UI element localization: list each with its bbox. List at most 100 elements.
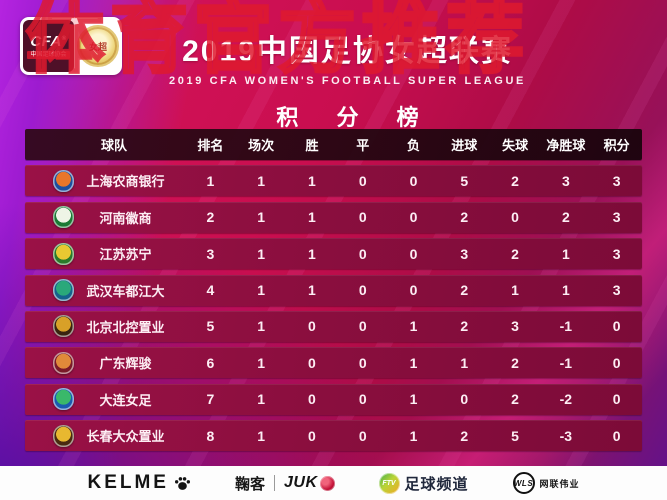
column-header-9: 积分 (603, 138, 630, 153)
league-emblem-icon: 女超 (77, 25, 119, 67)
page-title: 2019中国足协女超联赛 (182, 35, 513, 68)
ftv-logo-text: 足球频道 (404, 475, 469, 493)
stat-cell-净胜球: 2 (561, 209, 570, 226)
stat-cell-平: 0 (358, 354, 367, 371)
stat-cell-积分: 0 (612, 318, 621, 335)
header-titles: 2019中国足协女超联赛 2019 CFA WOMEN'S FOOTBALL S… (28, 26, 667, 132)
table-body: 上海农商银行 1 1 1 0 0 5 2 3 3 河南徽商 2 1 1 0 0 2 0 2 3 江苏苏宁 3 1 1 0 0 3 2 1… (25, 165, 642, 452)
sponsor-bar: KELME 鞠客 JUK FTV 足球频道 WLS 网联伟业 (0, 466, 667, 500)
team-crest-icon (53, 206, 74, 229)
divider (273, 475, 275, 491)
team-crest-icon (53, 388, 74, 411)
stat-cell-胜: 0 (308, 427, 316, 444)
ftv-abbr: FTV (382, 479, 396, 487)
stat-cell-场次: 1 (257, 172, 266, 189)
column-header-1: 排名 (197, 138, 224, 153)
team-name: 长春大众置业 (86, 429, 165, 445)
stat-cell-失球: 2 (511, 354, 519, 371)
stat-cell-平: 0 (358, 427, 367, 444)
team-crest-icon (53, 351, 74, 374)
stat-cell-排名: 7 (206, 391, 215, 408)
stat-cell-失球: 2 (511, 172, 519, 189)
team-cell: 长春大众置业 (25, 424, 185, 447)
team-name: 河南徽商 (99, 210, 152, 226)
table-row: 武汉车都江大 4 1 1 0 0 2 1 1 3 (25, 274, 642, 306)
team-name: 大连女足 (99, 392, 152, 408)
stat-cell-进球: 5 (460, 172, 469, 189)
stat-cell-积分: 3 (612, 209, 621, 226)
stat-cell-平: 0 (358, 318, 367, 335)
team-name: 武汉车都江大 (86, 283, 165, 299)
stat-cell-积分: 3 (612, 282, 621, 299)
stat-cell-胜: 0 (308, 391, 316, 408)
ftv-logo-icon: FTV (378, 472, 400, 494)
stat-cell-场次: 1 (257, 427, 266, 444)
football-icon (319, 475, 335, 491)
stat-cell-胜: 1 (308, 245, 316, 262)
team-name: 广东辉骏 (99, 356, 152, 372)
sponsor-wls: WLS 网联伟业 (512, 472, 580, 494)
stat-cell-负: 1 (409, 391, 418, 408)
wls-logo-text: 网联伟业 (539, 478, 580, 489)
stat-cell-净胜球: -1 (559, 318, 573, 335)
stat-cell-失球: 1 (511, 282, 519, 299)
registered-mark: ® (61, 35, 67, 42)
cfa-logo-left: CFA® 中国足球协会 (23, 20, 74, 72)
paw-icon (174, 476, 190, 490)
stat-cell-负: 1 (409, 354, 418, 371)
stat-cell-进球: 0 (460, 391, 469, 408)
stat-cell-场次: 1 (257, 245, 266, 262)
juke-logo-en: JUK (283, 474, 318, 491)
column-header-2: 场次 (248, 138, 275, 153)
table-row: 北京北控置业 5 1 0 0 1 2 3 -1 0 (25, 310, 642, 342)
page-subtitle: 2019 CFA WOMEN'S FOOTBALL SUPER LEAGUE (169, 75, 526, 87)
stat-cell-进球: 3 (460, 245, 469, 262)
column-header-5: 负 (407, 138, 421, 153)
table-row: 广东辉骏 6 1 0 0 1 1 2 -1 0 (25, 347, 642, 379)
team-crest-icon (53, 315, 74, 338)
wls-abbr: WLS (513, 478, 534, 488)
team-crest-icon (53, 242, 74, 265)
table-row: 长春大众置业 8 1 0 0 1 2 5 -3 0 (25, 420, 642, 452)
sponsor-juke: 鞠客 JUK (235, 473, 335, 494)
stat-cell-积分: 0 (612, 391, 621, 408)
stat-cell-净胜球: 3 (561, 172, 570, 189)
stat-cell-胜: 0 (308, 318, 316, 335)
table-row: 河南徽商 2 1 1 0 0 2 0 2 3 (25, 201, 642, 233)
column-header-0: 球队 (100, 138, 127, 153)
team-cell: 武汉车都江大 (25, 279, 185, 302)
stat-cell-失球: 2 (511, 245, 519, 262)
stat-cell-积分: 3 (612, 245, 621, 262)
table-row: 上海农商银行 1 1 1 0 0 5 2 3 3 (25, 165, 642, 197)
stat-cell-负: 0 (409, 245, 418, 262)
stat-cell-负: 0 (409, 209, 418, 226)
stat-cell-胜: 1 (308, 172, 316, 189)
stat-cell-排名: 8 (206, 427, 215, 444)
stat-cell-排名: 1 (206, 172, 215, 189)
cfa-logo: CFA® 中国足球协会 女超 (20, 17, 122, 75)
column-header-6: 进球 (451, 138, 478, 153)
wls-logo-icon: WLS (512, 472, 535, 494)
stat-cell-负: 0 (409, 282, 418, 299)
stat-cell-负: 1 (409, 427, 418, 444)
cfa-logo-subtext: 中国足球协会 (27, 50, 70, 59)
stat-cell-平: 0 (358, 391, 367, 408)
team-cell: 上海农商银行 (25, 169, 185, 192)
stat-cell-排名: 6 (206, 354, 215, 371)
stat-cell-失球: 5 (511, 427, 519, 444)
sponsor-ftv: FTV 足球频道 (378, 472, 469, 494)
stat-cell-胜: 1 (308, 282, 316, 299)
stat-cell-平: 0 (358, 245, 367, 262)
stat-cell-场次: 1 (257, 209, 266, 226)
stat-cell-失球: 0 (511, 209, 519, 226)
column-header-4: 平 (356, 138, 370, 153)
stat-cell-排名: 5 (206, 318, 215, 335)
stat-cell-净胜球: 1 (561, 282, 570, 299)
team-name: 北京北控置业 (86, 319, 165, 335)
standings-table: 球队 排名 场次 胜 平 负 进球 失球 净胜球 积分 上海农商银行 1 1 1 0 0 5 2 3 3 河南徽商 2 1… (25, 129, 642, 452)
stat-cell-负: 0 (409, 172, 418, 189)
stat-cell-积分: 0 (612, 354, 621, 371)
team-cell: 江苏苏宁 (25, 242, 185, 265)
stat-cell-积分: 3 (612, 172, 621, 189)
